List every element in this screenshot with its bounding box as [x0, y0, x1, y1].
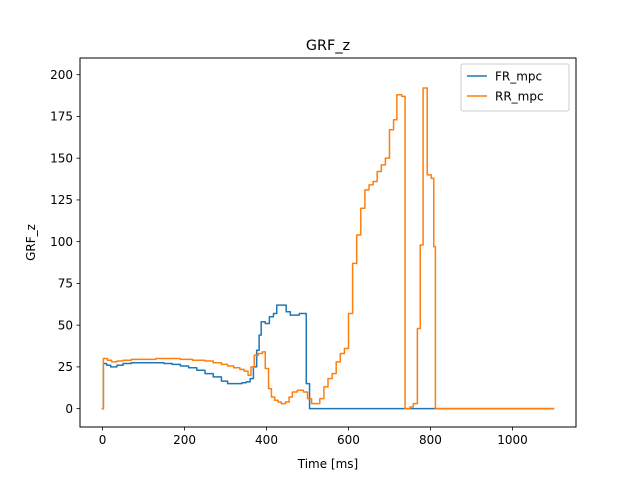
legend-label: FR_mpc: [495, 69, 542, 83]
y-tick-label: 150: [50, 151, 73, 165]
x-tick-label: 0: [99, 433, 107, 447]
y-tick-label: 50: [58, 318, 73, 332]
x-tick-label: 800: [419, 433, 442, 447]
y-tick-label: 100: [50, 235, 73, 249]
x-axis-label: Time [ms]: [297, 457, 359, 471]
chart-title: GRF_z: [306, 38, 350, 54]
plot-frame: [79, 57, 577, 428]
x-tick-label: 400: [255, 433, 278, 447]
x-tick-label: 1000: [497, 433, 528, 447]
x-tick-label: 200: [173, 433, 196, 447]
y-tick-label: 0: [65, 402, 73, 416]
y-tick-label: 200: [50, 68, 73, 82]
series-line-rr-mpc: [101, 87, 555, 410]
plot-lines: [101, 87, 555, 410]
series-line-fr-mpc: [101, 304, 555, 410]
y-axis-label: GRF_z: [24, 224, 38, 261]
y-tick-label: 175: [50, 110, 73, 124]
y-axis-ticks: 0 25 50 75 100 125 150 175 200: [50, 68, 80, 416]
legend-box: [460, 63, 570, 112]
y-tick-label: 75: [58, 277, 73, 291]
x-tick-label: 600: [337, 433, 360, 447]
x-axis-ticks: 0 200 400 600 800 1000: [99, 427, 528, 447]
y-tick-label: 25: [58, 360, 73, 374]
legend: FR_mpc RR_mpc: [460, 63, 570, 112]
legend-label: RR_mpc: [495, 89, 544, 103]
y-tick-label: 125: [50, 193, 73, 207]
